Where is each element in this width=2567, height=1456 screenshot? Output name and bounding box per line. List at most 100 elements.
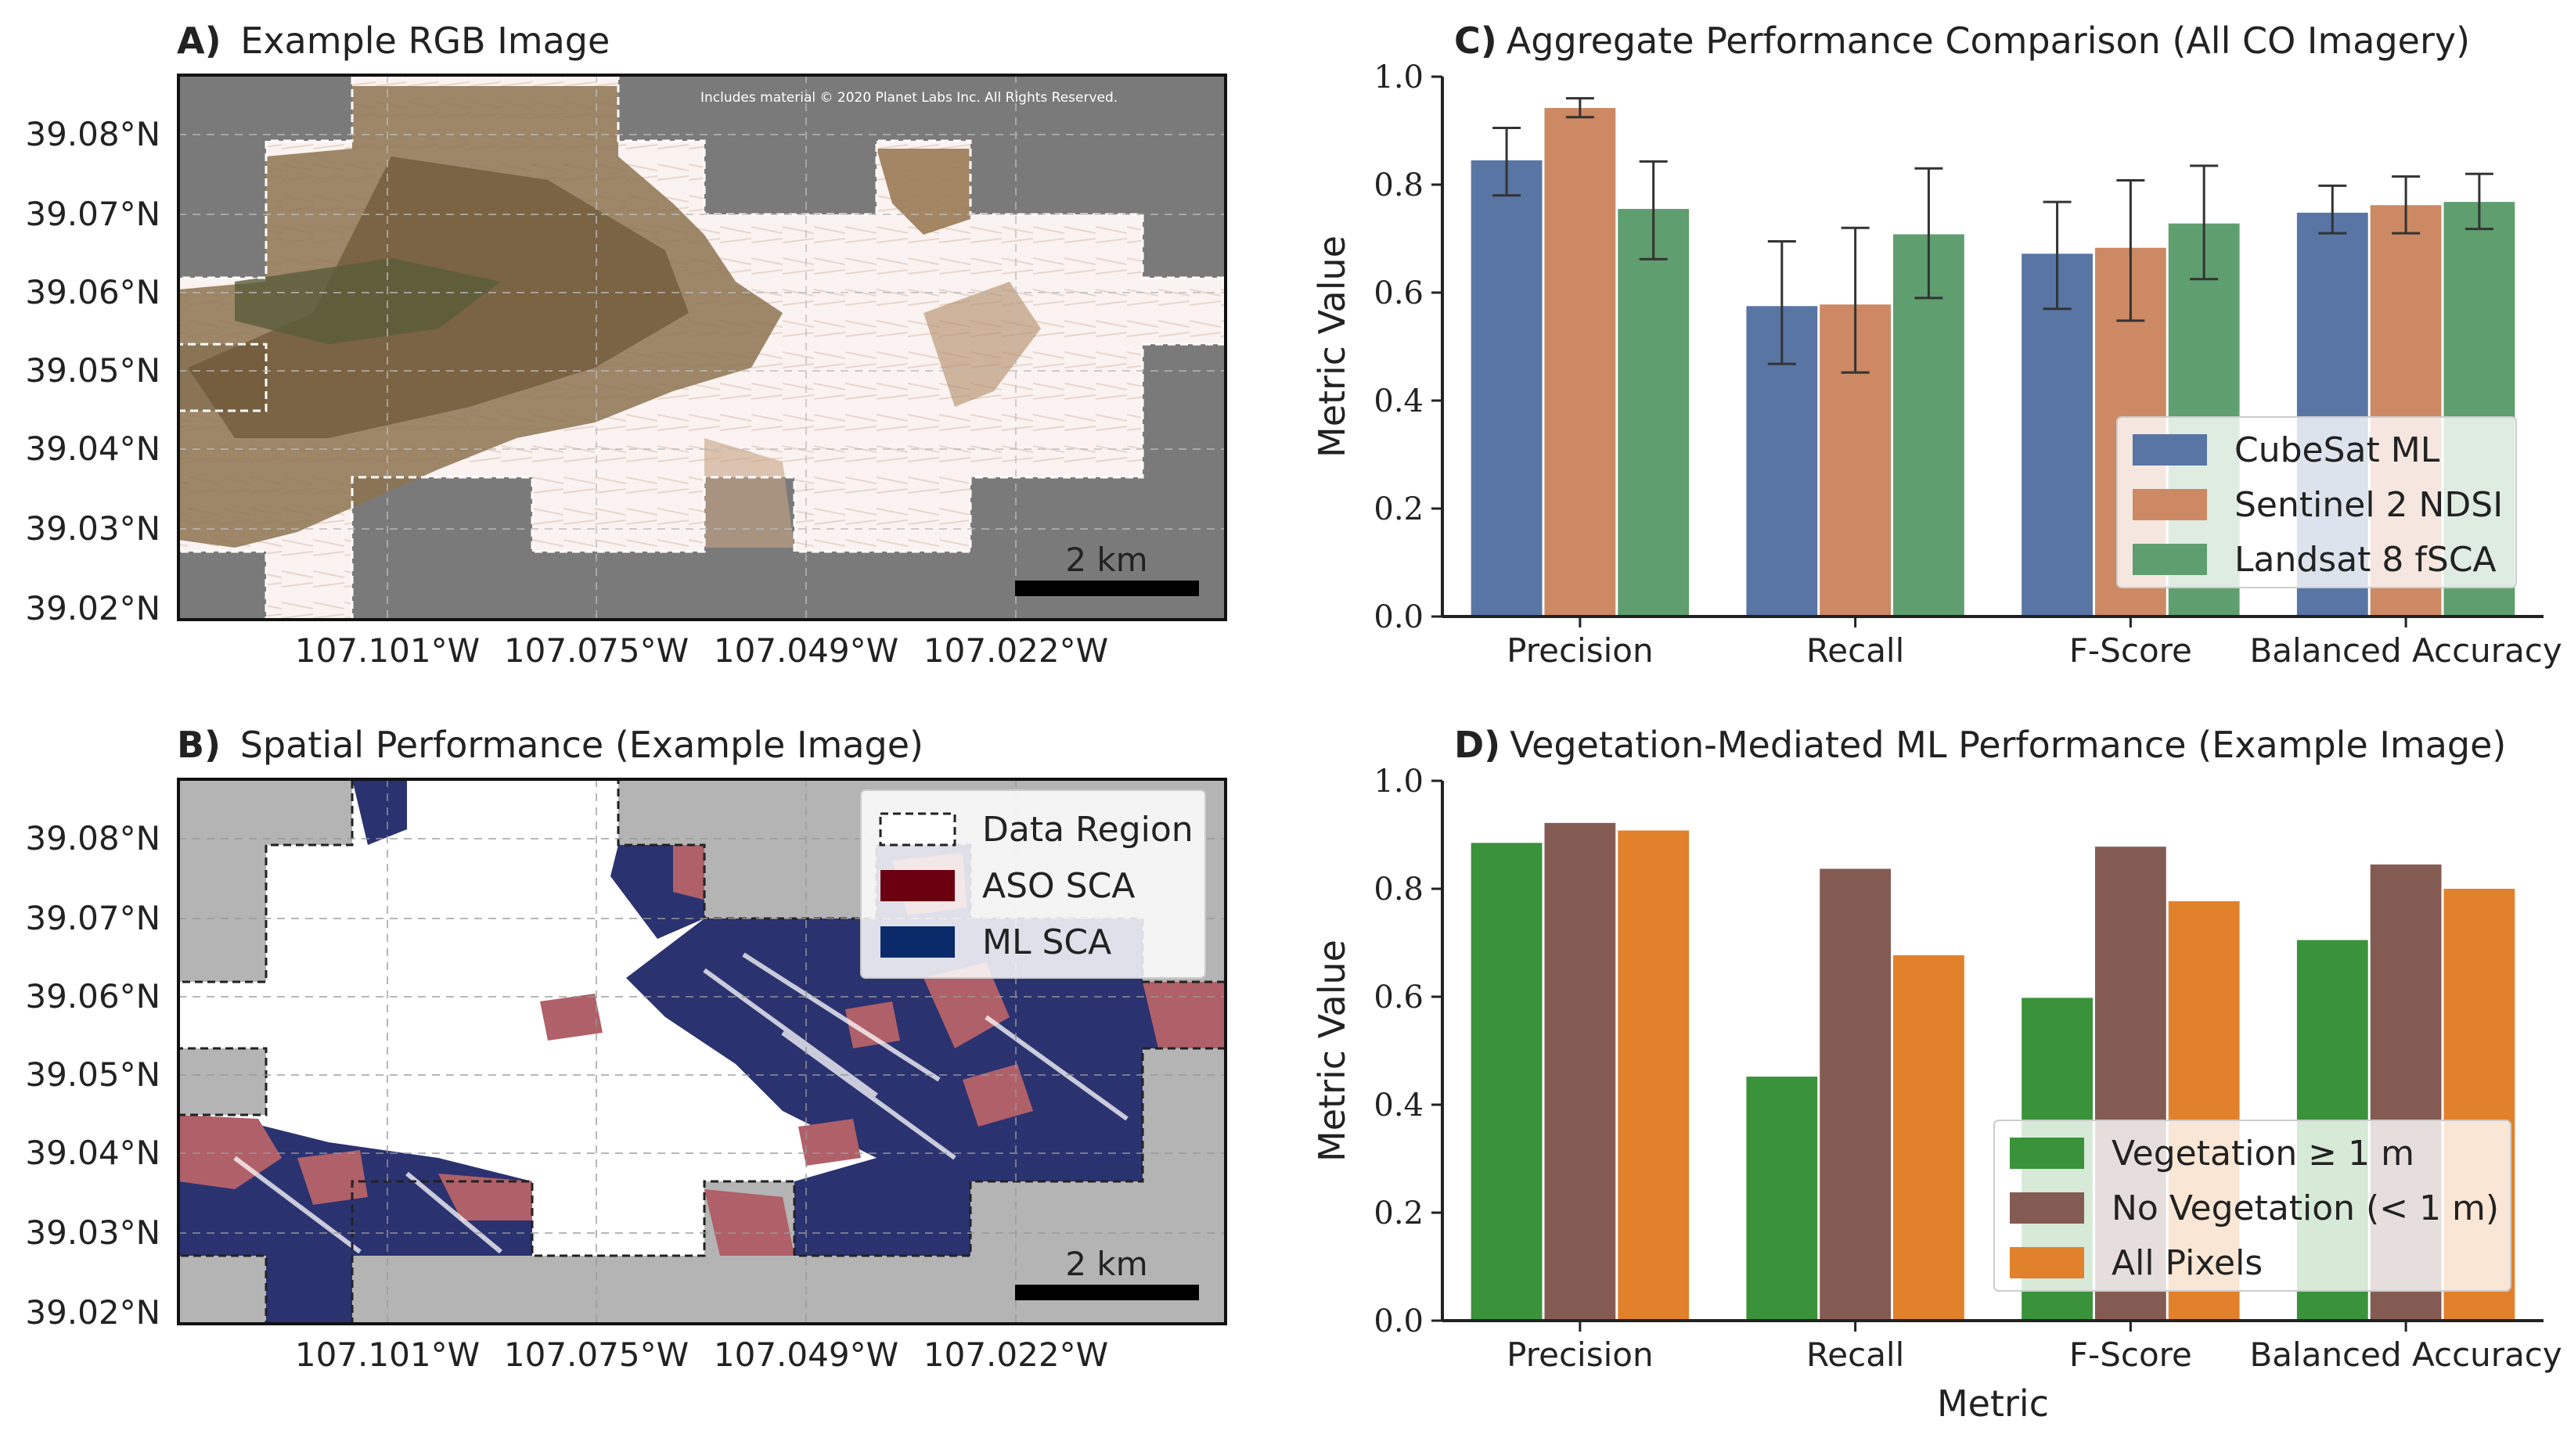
y-tick-label: 1.0	[1374, 59, 1424, 95]
y-tick-label: 0.2	[1374, 491, 1424, 527]
panel-a-title-text: Example RGB Image	[240, 20, 610, 62]
x-tick-label: Recall	[1806, 631, 1904, 670]
panel-c-chart: C) Aggregate Performance Comparison (All …	[1311, 20, 2562, 670]
legend-box	[1993, 1120, 2511, 1292]
legend-swatch-data-region	[879, 812, 956, 847]
scalebar	[1015, 1285, 1199, 1300]
snow-streaks	[233, 952, 1129, 1254]
lat-tick: 39.06°N	[25, 977, 160, 1016]
legend-label-data-region: Data Region	[982, 810, 1193, 850]
chart-title-text: Vegetation-Mediated ML Performance (Exam…	[1510, 724, 2506, 766]
lat-tick: 39.07°N	[25, 899, 160, 937]
map-gridlines	[178, 779, 1226, 1324]
panel-b-legend: Data Region ASO SCA ML SCA	[860, 789, 1206, 979]
lon-tick: 107.101°W	[295, 1336, 480, 1374]
legend-label-ml: ML SCA	[982, 922, 1111, 962]
bar-no-vegetation-1-m	[1544, 822, 1616, 1321]
aso-patch	[798, 1119, 861, 1166]
y-axis-label: Metric Value	[1311, 940, 1353, 1162]
lon-tick: 107.049°W	[714, 631, 898, 670]
panel-a: A) Example RGB Image	[25, 20, 1227, 670]
x-axis-label: Metric	[1937, 1382, 2049, 1425]
y-tick-label: 0.4	[1374, 383, 1424, 419]
aso-patch	[704, 1189, 794, 1256]
panel-b-label: B)	[177, 724, 221, 766]
legend-swatch	[2010, 1138, 2084, 1169]
ridge-south	[923, 282, 1041, 407]
legend-label: Landsat 8 fSCA	[2234, 540, 2497, 580]
lon-tick-labels: 107.101°W 107.075°W 107.049°W 107.022°W	[295, 1336, 1108, 1374]
panel-d-chart: D) Vegetation-Mediated ML Performance (Ex…	[1311, 724, 2562, 1425]
aso-patch	[845, 1001, 900, 1048]
scalebar-label: 2 km	[1065, 1245, 1147, 1283]
bar-landsat-8-fsca	[1618, 209, 1690, 617]
lat-tick: 39.08°N	[25, 115, 160, 153]
chart-panel-label: D)	[1454, 724, 1500, 766]
bar-vegetation-1-m	[1746, 1077, 1818, 1321]
aso-patch	[923, 962, 1010, 1048]
panel-b-title-text: Spatial Performance (Example Image)	[240, 724, 923, 766]
lat-tick: 39.03°N	[25, 1213, 160, 1252]
bar-all-pixels	[1618, 830, 1690, 1321]
panel-a-label: A)	[177, 20, 221, 62]
legend-label: All Pixels	[2112, 1243, 2263, 1283]
lat-tick-labels: 39.08°N 39.07°N 39.06°N 39.05°N 39.04°N …	[25, 115, 160, 627]
lat-tick: 39.04°N	[25, 430, 160, 468]
lat-tick: 39.05°N	[25, 351, 160, 390]
x-tick-label: Balanced Accuracy	[2249, 1336, 2562, 1374]
legend-label: Vegetation ≥ 1 m	[2112, 1134, 2414, 1174]
legend-swatch-ml	[880, 926, 955, 958]
scalebar	[1015, 581, 1199, 596]
panel-b: B) Spatial Performance (Example Image)	[25, 724, 1227, 1374]
lat-tick-labels: 39.08°N 39.07°N 39.06°N 39.05°N 39.04°N …	[25, 819, 160, 1332]
legend-swatch	[2010, 1247, 2084, 1278]
ridge-east	[877, 149, 970, 235]
legend-swatch	[2133, 489, 2207, 520]
copyright-text: Includes material © 2020 Planet Labs Inc…	[700, 90, 1118, 106]
valley-vegetation	[235, 258, 501, 344]
x-tick-label: F-Score	[2069, 631, 2192, 670]
ridge-southeast	[704, 438, 794, 548]
y-tick-label: 0.6	[1374, 980, 1424, 1016]
y-axis-label: Metric Value	[1311, 235, 1353, 458]
aso-patch	[178, 1115, 282, 1189]
panel-a-title: A) Example RGB Image	[177, 20, 610, 62]
panel-b-title: B) Spatial Performance (Example Image)	[177, 724, 923, 766]
legend-label: No Vegetation (< 1 m)	[2112, 1188, 2499, 1228]
y-tick-label: 0.8	[1374, 872, 1424, 908]
legend-label: CubeSat ML	[2234, 430, 2440, 470]
y-tick-label: 0.6	[1374, 275, 1424, 311]
y-tick-label: 0.8	[1374, 167, 1424, 203]
aso-patch	[540, 994, 603, 1041]
chart-legend: CubeSat ML Sentinel 2 NDSI Landsat 8 fSCA	[2116, 416, 2517, 588]
rgb-map	[178, 75, 1226, 620]
bar-sentinel-2-ndsi	[1544, 108, 1616, 617]
x-tick-label: Balanced Accuracy	[2249, 631, 2562, 670]
map-frame	[177, 778, 1227, 1325]
scalebar-label: 2 km	[1065, 541, 1147, 579]
aso-patch	[673, 845, 704, 900]
aso-sca-patches	[178, 845, 1226, 1256]
x-tick-label: Recall	[1806, 1336, 1904, 1374]
y-tick-label: 0.2	[1374, 1195, 1424, 1231]
chart-panel-label: C)	[1454, 20, 1497, 62]
aso-patch	[1143, 982, 1226, 1048]
lat-tick: 39.02°N	[25, 589, 160, 627]
lat-tick: 39.04°N	[25, 1134, 160, 1172]
map-frame	[177, 74, 1227, 621]
map-gridlines	[178, 75, 1226, 620]
lat-tick: 39.06°N	[25, 273, 160, 311]
chart-title: C) Aggregate Performance Comparison (All …	[1454, 20, 2470, 62]
chart-legend: Vegetation ≥ 1 m No Vegetation (< 1 m) All…	[1993, 1120, 2511, 1292]
legend-swatch	[2133, 544, 2207, 575]
lon-tick: 107.022°W	[923, 631, 1108, 670]
lon-tick: 107.075°W	[504, 1336, 689, 1374]
lat-tick: 39.08°N	[25, 819, 160, 857]
lat-tick: 39.07°N	[25, 195, 160, 233]
chart-title-text: Aggregate Performance Comparison (All CO…	[1507, 20, 2470, 62]
y-tick-label: 0.0	[1374, 599, 1424, 635]
data-region-boundary	[178, 75, 1226, 620]
legend-swatch	[2010, 1192, 2084, 1224]
y-tick-label: 0.4	[1374, 1088, 1424, 1123]
